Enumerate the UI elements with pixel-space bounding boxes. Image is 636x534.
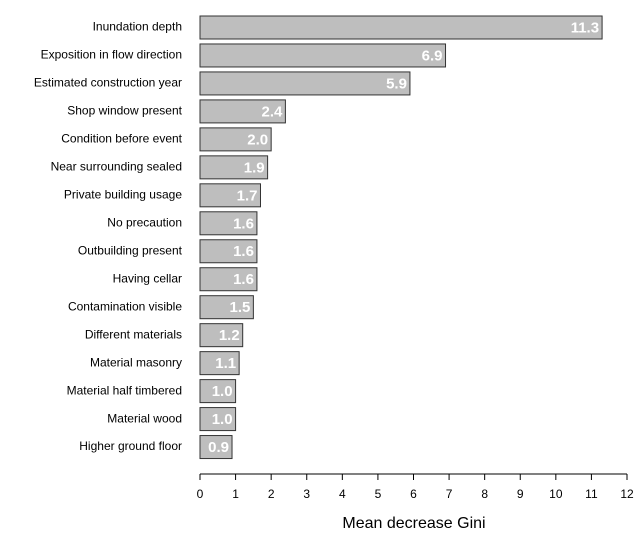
bar — [199, 43, 447, 68]
x-axis-label: Mean decrease Gini — [342, 515, 485, 532]
y-tick-label: Condition before event — [61, 132, 182, 146]
y-tick-label: Inundation depth — [93, 20, 182, 34]
bar — [199, 99, 286, 124]
value-label: 2.4 — [262, 103, 284, 120]
bar — [199, 379, 237, 404]
x-tick-label: 5 — [375, 487, 382, 501]
y-tick-label: Material half timbered — [67, 383, 182, 397]
x-tick-label: 1 — [232, 487, 239, 501]
bar — [199, 435, 233, 460]
value-label: 1.1 — [215, 355, 236, 372]
x-tick-label: 4 — [339, 487, 346, 501]
x-tick-label: 12 — [620, 487, 634, 501]
x-tick-label: 6 — [410, 487, 417, 501]
y-tick-label: Having cellar — [113, 271, 182, 285]
value-label: 1.6 — [233, 215, 254, 232]
y-tick-label: Near surrounding sealed — [51, 160, 182, 174]
value-label: 11.3 — [571, 19, 599, 36]
y-tick-label: Exposition in flow direction — [41, 48, 182, 62]
value-label: 1.0 — [212, 383, 233, 400]
value-label: 1.5 — [230, 299, 251, 316]
x-tick-label: 7 — [446, 487, 453, 501]
value-label: 0.9 — [208, 439, 229, 456]
y-tick-label: Higher ground floor — [79, 439, 182, 453]
bar — [199, 407, 237, 432]
x-tick-label: 2 — [268, 487, 275, 501]
bar — [199, 211, 258, 236]
x-tick-label: 3 — [303, 487, 310, 501]
y-tick-label: Estimated construction year — [34, 76, 182, 90]
bar — [199, 15, 603, 40]
value-label: 1.9 — [244, 159, 265, 176]
bar — [199, 155, 269, 180]
x-tick-label: 10 — [549, 487, 563, 501]
x-tick-label: 0 — [197, 487, 204, 501]
y-tick-label: Material masonry — [90, 355, 182, 369]
y-tick-label: Different materials — [85, 327, 182, 341]
x-tick-label: 11 — [585, 487, 598, 501]
y-tick-label: Shop window present — [67, 104, 182, 118]
y-tick-label: No precaution — [107, 215, 182, 229]
y-tick-label: Material wood — [107, 411, 182, 425]
y-tick-label: Outbuilding present — [78, 243, 183, 257]
value-label: 1.6 — [233, 243, 254, 260]
x-tick-label: 9 — [517, 487, 524, 501]
bar — [199, 351, 240, 376]
value-label: 5.9 — [386, 75, 407, 92]
value-label: 1.6 — [233, 271, 254, 288]
value-label: 1.2 — [219, 327, 240, 344]
bar — [199, 183, 261, 208]
value-label: 2.0 — [247, 131, 268, 148]
bar — [199, 239, 258, 264]
bar — [199, 323, 244, 348]
bar — [199, 267, 258, 292]
bar — [199, 127, 272, 152]
value-label: 1.7 — [237, 187, 258, 204]
y-tick-label: Contamination visible — [68, 299, 182, 313]
value-label: 6.9 — [422, 47, 443, 64]
bar — [199, 71, 411, 96]
y-tick-label: Private building usage — [64, 187, 182, 201]
value-label: 1.0 — [212, 411, 233, 428]
bar — [199, 295, 254, 320]
x-tick-label: 8 — [481, 487, 488, 501]
